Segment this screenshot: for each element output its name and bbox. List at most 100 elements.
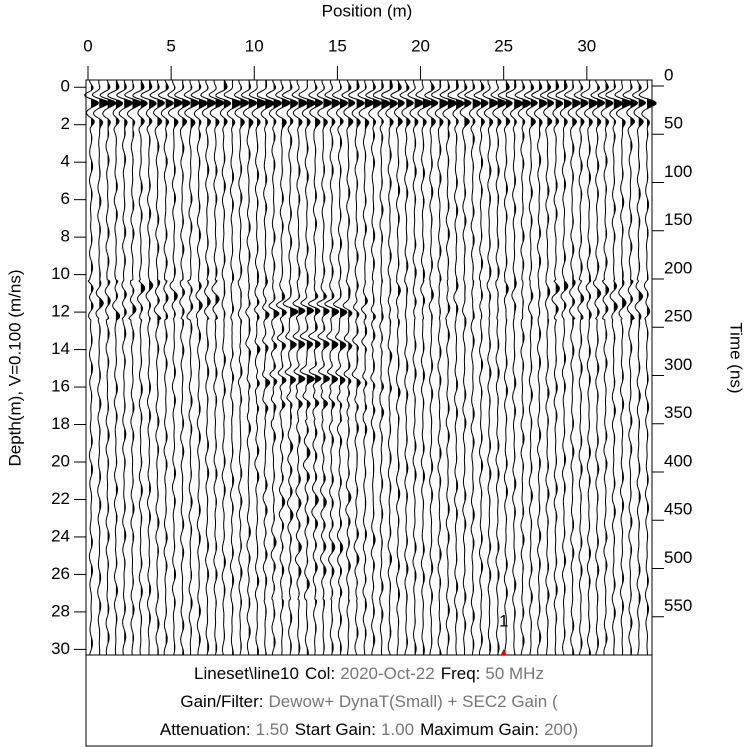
- info-label: Maximum Gain:: [420, 720, 539, 739]
- y2-tick-label: 300: [664, 355, 692, 374]
- trace-fill: [572, 80, 581, 655]
- y2-tick-label: 50: [664, 114, 683, 133]
- trace: [223, 79, 242, 655]
- y-tick-label: 8: [61, 227, 70, 246]
- trace: [530, 79, 548, 655]
- trace-fill: [182, 80, 190, 655]
- plot-frame: [85, 79, 653, 656]
- trace: [523, 79, 538, 655]
- y-tick-label: 0: [61, 77, 70, 96]
- y2-tick-label: 100: [664, 162, 692, 181]
- y-tick-label: 14: [51, 339, 70, 358]
- trace: [365, 79, 382, 655]
- trace-fill: [223, 80, 231, 655]
- trace: [149, 80, 165, 655]
- trace: [399, 79, 414, 655]
- y2-tick-label: 150: [664, 210, 692, 229]
- trace: [99, 79, 117, 655]
- info: Lineset\line10 Col: 2020-Oct-22 Freq: 50 MHz…: [160, 664, 578, 739]
- trace-fill: [132, 80, 142, 655]
- trace: [208, 79, 225, 655]
- trace-fill: [514, 80, 523, 655]
- trace-fill: [232, 80, 242, 655]
- trace: [473, 79, 489, 655]
- y-tick-label: 18: [51, 414, 70, 433]
- trace: [173, 79, 191, 655]
- trace-fill: [115, 80, 123, 655]
- trace-fill: [456, 80, 465, 655]
- info-line: Lineset\line10 Col: 2020-Oct-22 Freq: 50 MHz: [194, 664, 544, 683]
- trace: [348, 79, 365, 655]
- y-tick-label: 20: [51, 451, 70, 470]
- trace-fill: [530, 80, 538, 655]
- info-label: Lineset\line10: [194, 664, 299, 683]
- trace-fill: [198, 80, 208, 655]
- y-tick-label: 26: [51, 564, 70, 583]
- trace-fill: [439, 80, 448, 655]
- trace: [167, 79, 184, 655]
- trace-fill: [364, 80, 374, 655]
- trace: [614, 79, 632, 655]
- y-tick-label: 2: [61, 114, 70, 133]
- trace: [590, 79, 606, 655]
- y-tick-label: 12: [51, 302, 70, 321]
- y-tick-label: 4: [61, 152, 70, 171]
- y-tick-label: 16: [51, 377, 70, 396]
- trace-fill: [547, 80, 554, 655]
- trace: [115, 79, 133, 655]
- trace: [638, 79, 657, 655]
- trace-fill: [522, 80, 531, 655]
- trace: [357, 80, 375, 655]
- trace: [597, 79, 614, 655]
- traces: [83, 79, 657, 655]
- annotation-marker: [500, 649, 507, 655]
- trace: [539, 79, 555, 655]
- info-value: 2020-Oct-22: [340, 664, 435, 683]
- trace: [233, 80, 250, 655]
- y-tick-label: 28: [51, 601, 70, 620]
- y2-tick-label: 550: [664, 596, 692, 615]
- info-line: Gain/Filter: Dewow+ DynaT(Small) + SEC2 G…: [180, 692, 558, 711]
- trace: [456, 79, 472, 655]
- trace: [183, 80, 200, 655]
- info-value: 200): [544, 720, 578, 739]
- info-value: 1.00: [381, 720, 414, 739]
- annotation-label: 1: [499, 611, 508, 630]
- trace: [631, 79, 647, 655]
- trace-fill: [555, 80, 563, 655]
- trace: [132, 79, 148, 655]
- info-label: Attenuation:: [160, 720, 251, 739]
- trace: [123, 79, 142, 655]
- trace: [547, 79, 564, 655]
- y2-tick-label: 400: [664, 451, 692, 470]
- trace-fill: [564, 80, 572, 655]
- trace-fill: [99, 80, 109, 655]
- trace: [316, 79, 333, 655]
- trace: [447, 79, 465, 655]
- y-axis-title: Depth(m), V=0.100 (m/ns): [5, 270, 24, 467]
- y-tick-label: 24: [51, 526, 70, 545]
- trace: [91, 79, 109, 655]
- trace-fill: [157, 80, 165, 655]
- info-label: Start Gain:: [295, 720, 376, 739]
- y-tick-label: 10: [51, 264, 70, 283]
- y2-tick-label: 200: [664, 258, 692, 277]
- trace-fill: [140, 80, 148, 655]
- x-tick-label: 20: [411, 36, 430, 55]
- info-line: Attenuation: 1.50 Start Gain: 1.00 Maximum G…: [160, 720, 578, 739]
- x-tick-label: 0: [83, 36, 92, 55]
- trace: [331, 80, 349, 655]
- info-box: [85, 654, 653, 747]
- trace: [555, 79, 572, 655]
- y-tick-label: 6: [61, 189, 70, 208]
- trace: [291, 79, 308, 655]
- info-label: Gain/Filter:: [180, 692, 263, 711]
- trace-fill: [290, 80, 298, 655]
- trace-fill: [315, 80, 323, 655]
- trace: [482, 79, 499, 655]
- trace-fill: [124, 80, 133, 655]
- y-tick-label: 30: [51, 639, 70, 658]
- y2-tick-label: 0: [664, 65, 673, 84]
- trace: [415, 79, 433, 655]
- trace: [307, 79, 324, 655]
